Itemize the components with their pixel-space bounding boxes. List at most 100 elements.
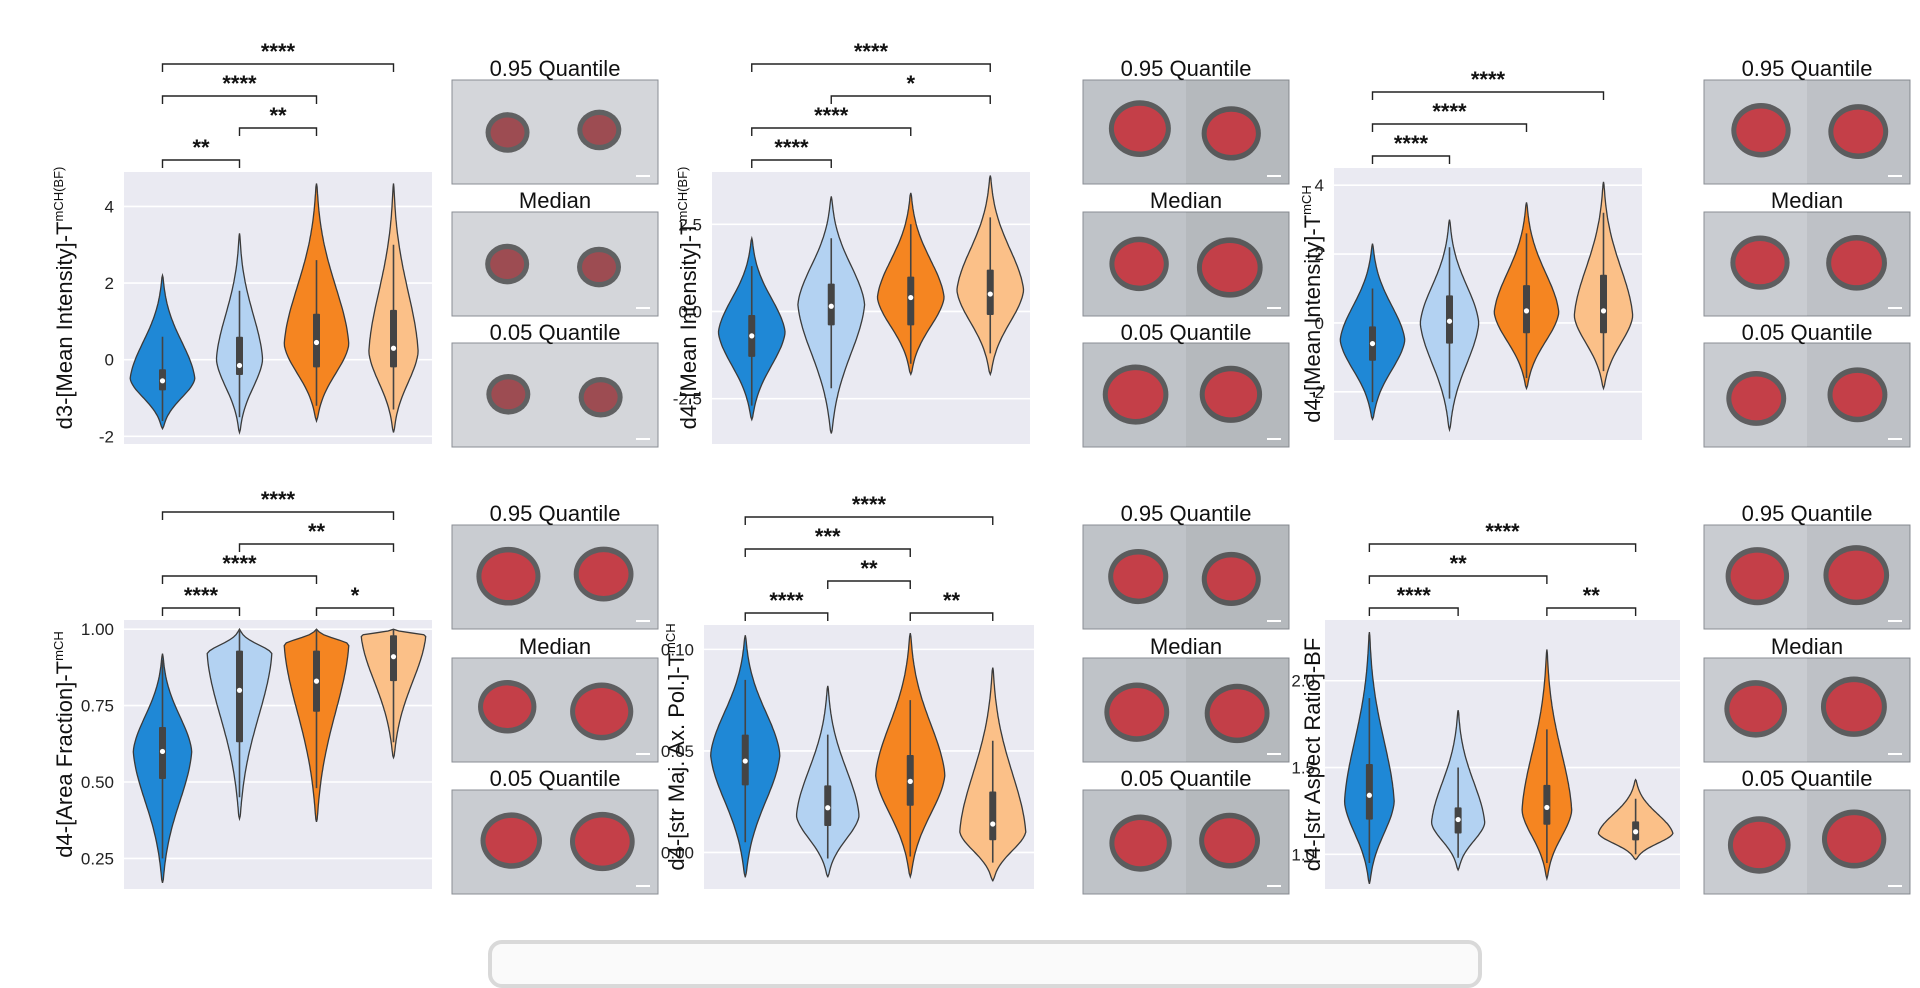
y-tick-label: -2.5 [673,390,702,409]
image-background [451,79,659,185]
microscopy-image [1082,342,1290,448]
spheroid [1209,689,1265,738]
microscopy-image [1703,657,1911,763]
significance-label: ** [269,103,287,128]
significance-bracket [1546,607,1637,616]
significance-label: **** [854,39,889,64]
y-axis-label: d3-[Mean Intensity]-TmCH(BF) [51,167,77,430]
y-axis-label-main: d4-[Area Fraction]-T [52,661,77,858]
y-tick-label: 4 [1315,176,1324,195]
significance-bracket [161,575,318,584]
microscopy-image [451,657,659,763]
y-tick-label: 1.0 [1291,845,1315,864]
microscopy-image [1703,211,1911,317]
y-tick-label: 0 [1315,314,1324,333]
y-axis-label: d4-[Area Fraction]-TmCH [51,631,77,857]
significance-bracket [909,612,994,621]
spheroid [575,688,629,735]
y-axis-label: d4-[str Maj. Ax. Pol.]-TmCH [663,623,689,870]
y-tick-label: -2 [99,427,114,446]
violin-median [313,339,320,346]
microscopy-image [451,342,659,448]
label-095-quantile: 0.95 Quantile [1120,56,1252,81]
significance-label: * [351,583,360,608]
violin-iqr-box [989,791,997,841]
significance-bracket [1368,575,1548,584]
violin-median [825,805,831,811]
label-005-quantile: 0.05 Quantile [1741,320,1873,345]
microscopy-image [1703,524,1911,630]
label-median: Median [518,634,592,659]
significance-bracket [751,127,912,136]
violin-median [313,678,320,684]
spheroid [1107,370,1164,420]
label-095-quantile: 0.95 Quantile [489,501,621,526]
microscopy-image [451,211,659,317]
y-tick-label: 2.0 [1291,672,1315,691]
spheroid [1826,815,1882,863]
violin-median [1366,792,1372,798]
violin-iqr-box [1365,764,1373,820]
spheroid [1114,242,1164,286]
spheroid [583,382,618,413]
significance-bracket [161,159,241,168]
spheroid [1730,552,1785,600]
y-axis-label-superscript: mCH [51,631,66,661]
y-axis-label-main: d4-[Mean Intensity]-T [676,222,701,430]
violin-median [907,778,913,784]
microscopy-image [1082,79,1290,185]
violin-iqr-box [1543,784,1551,825]
violin-median [1455,816,1461,823]
y-tick-label: 0.00 [661,843,694,862]
violin-median [908,294,914,301]
label-median: Median [1149,188,1223,213]
significance-bracket [830,95,991,104]
label-005-quantile: 0.05 Quantile [1741,766,1873,791]
significance-label: ** [192,135,210,160]
y-axis-label-superscript: mCH(BF) [675,167,690,222]
spheroid [1109,687,1165,737]
violin-iqr-box [390,309,397,368]
label-median: Median [1149,634,1223,659]
label-005-quantile: 0.05 Quantile [1120,320,1252,345]
significance-bracket [751,63,991,72]
significance-label: **** [261,487,296,512]
y-axis-label-superscript: mCH [663,623,678,653]
significance-bracket [827,580,911,589]
significance-label: **** [814,103,849,128]
significance-label: **** [184,583,219,608]
violin-median [1523,308,1530,314]
microscopy-image [1703,789,1911,895]
label-005-quantile: 0.05 Quantile [1120,766,1252,791]
y-tick-label: 0.50 [81,773,114,792]
significance-bracket [751,159,832,168]
spheroid [1731,376,1782,421]
spheroid [491,379,526,410]
violin-median [159,378,166,384]
label-005-quantile: 0.05 Quantile [489,766,621,791]
y-axis-label: d4-[Mean Intensity]-TmCH(BF) [675,167,701,430]
significance-bracket [744,612,829,621]
y-tick-label: 0.75 [81,697,114,716]
significance-bracket [161,95,318,104]
y-tick-label: -2 [1309,383,1324,402]
spheroid [574,817,630,866]
spheroid [1113,554,1164,599]
microscopy-image [1703,342,1911,448]
violin-median [390,345,397,351]
significance-label: ** [308,519,326,544]
microscopy-image [451,524,659,630]
y-tick-label: 2 [1315,245,1324,264]
significance-bracket [238,543,395,552]
spheroid [1204,371,1258,418]
violin-median [1600,308,1607,314]
y-axis-label-main: d4-[str Aspect Ratio]-BF [1300,638,1325,872]
y-axis-label: d4-[str Aspect Ratio]-BF [1300,638,1325,872]
spheroid [483,685,532,729]
violin-chart-2: -2.50.02.5d4-[Mean Intensity]-TmCH(BF)**… [673,39,1030,444]
significance-label: **** [852,492,887,517]
significance-label: ** [860,556,878,581]
significance-bracket [161,511,395,520]
